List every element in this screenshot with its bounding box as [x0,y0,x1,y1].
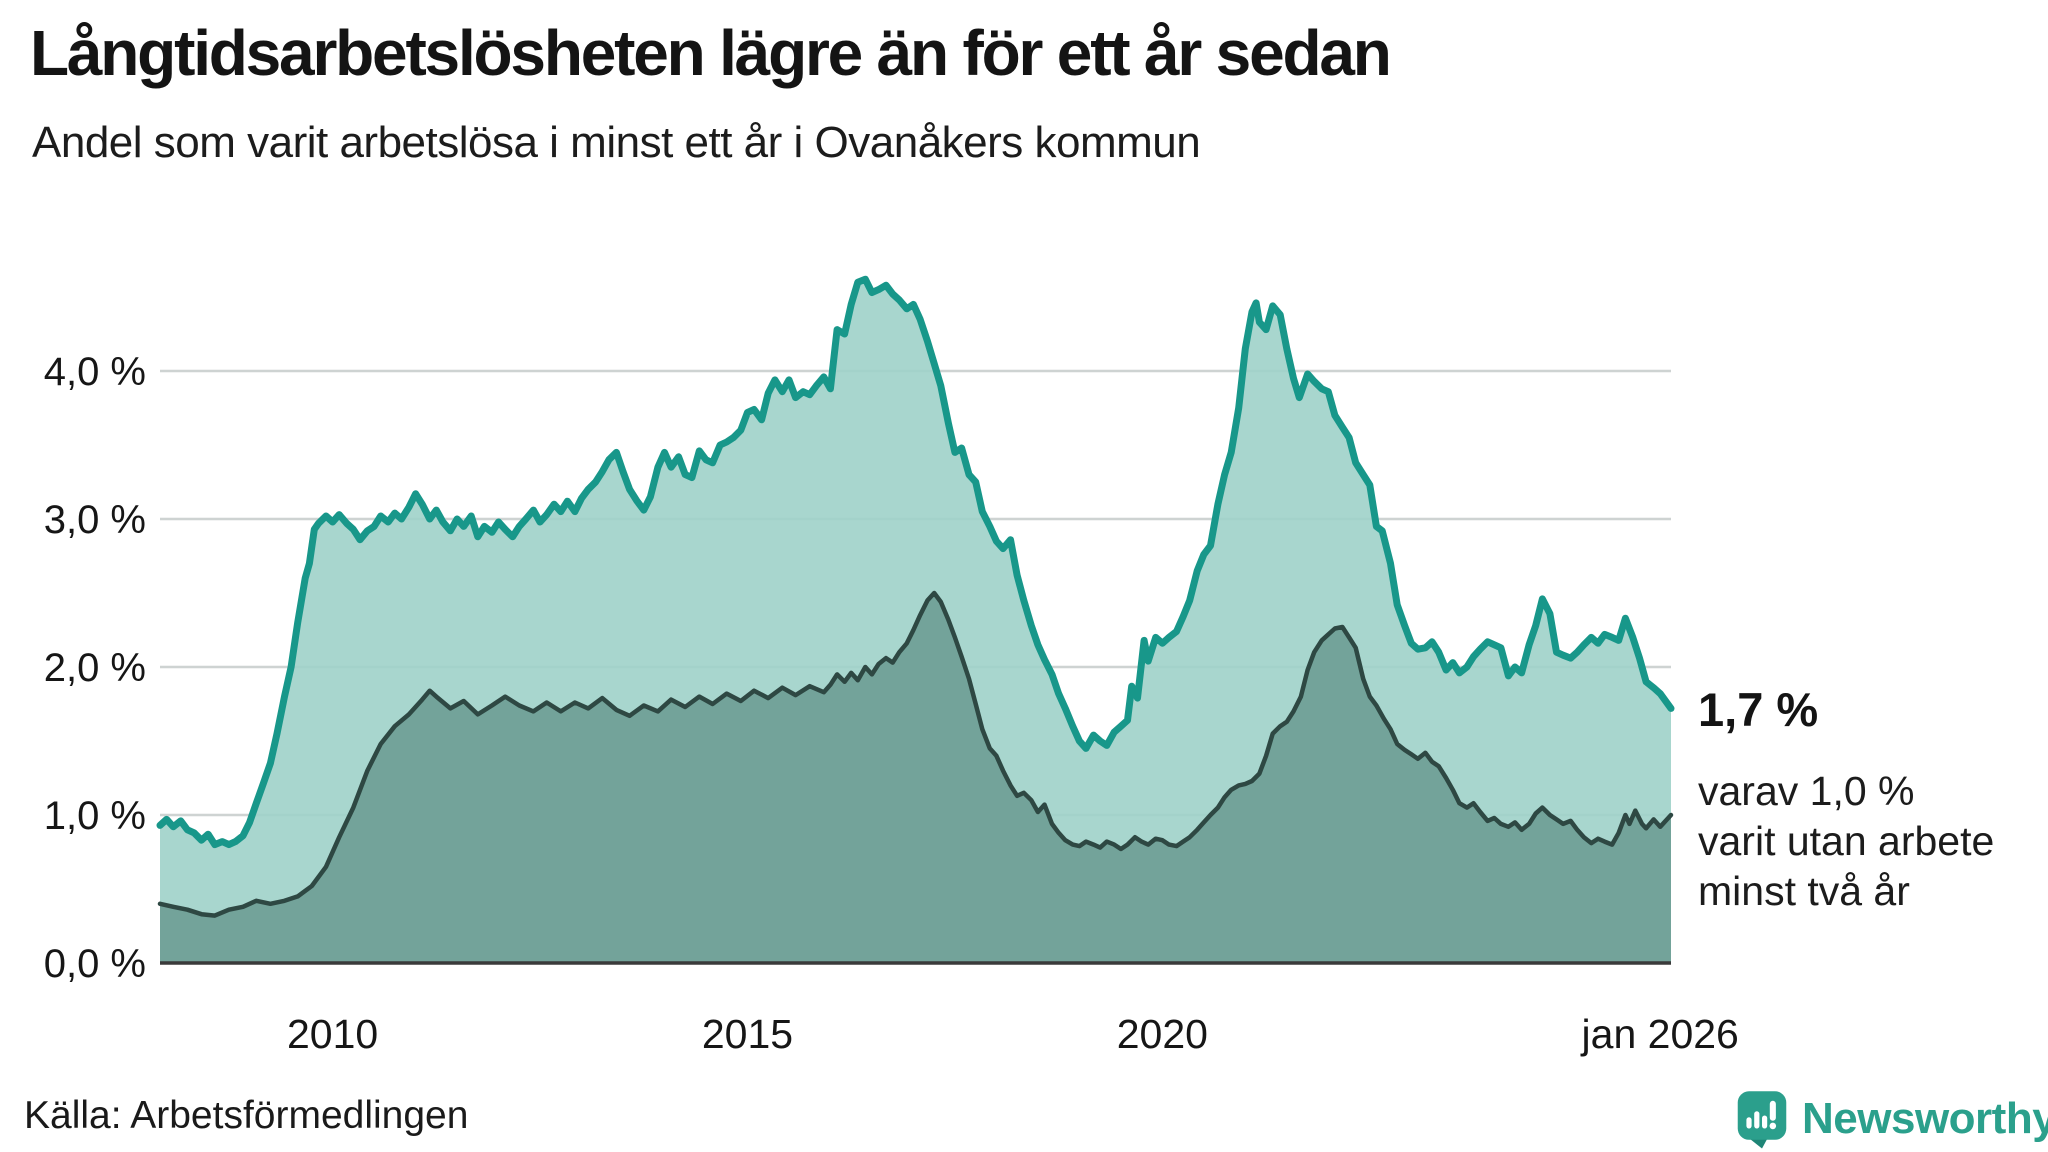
series-end-note-line: varav 1,0 % [1698,768,1915,814]
series-area-minst-tva-ar [160,593,1671,963]
source-note: Källa: Arbetsförmedlingen [24,1094,469,1137]
x-axis: 2010 2015 2020 jan 2026 [287,1011,1739,1057]
series-end-note-line: varit utan arbete [1698,818,1995,864]
page-title: Långtidsarbetslösheten lägre än för ett … [30,17,1392,89]
y-axis-tick-label: 2,0 % [44,646,146,690]
series-end-note: varav 1,0 % varit utan arbete minst två … [1698,766,1994,916]
brand-logo: Newsworthy [1736,1088,2048,1150]
series-line-minst-tva-ar [157,590,1674,918]
x-axis-tick-label: 2015 [702,1011,793,1057]
y-axis: 4,0 % 3,0 % 2,0 % 1,0 % 0,0 % [44,350,146,986]
y-axis-tick-label: 4,0 % [44,350,146,394]
brand-logo-text: Newsworthy [1802,1094,2048,1143]
y-axis-tick-label: 3,0 % [44,498,146,542]
series-end-value-label: 1,7 % [1698,683,1819,736]
x-axis-tick-label: jan 2026 [1581,1011,1739,1057]
newsworthy-logo-icon [1737,1091,1787,1149]
series-end-note-line: minst två år [1698,868,1910,914]
y-axis-tick-label: 1,0 % [44,794,146,838]
series-line-minst-ett-ar [156,275,1675,849]
x-axis-tick-label: 2010 [287,1011,378,1057]
x-axis-tick-label: 2020 [1117,1011,1208,1057]
page-subtitle: Andel som varit arbetslösa i minst ett å… [32,118,1201,167]
y-axis-tick-label: 0,0 % [44,942,146,986]
